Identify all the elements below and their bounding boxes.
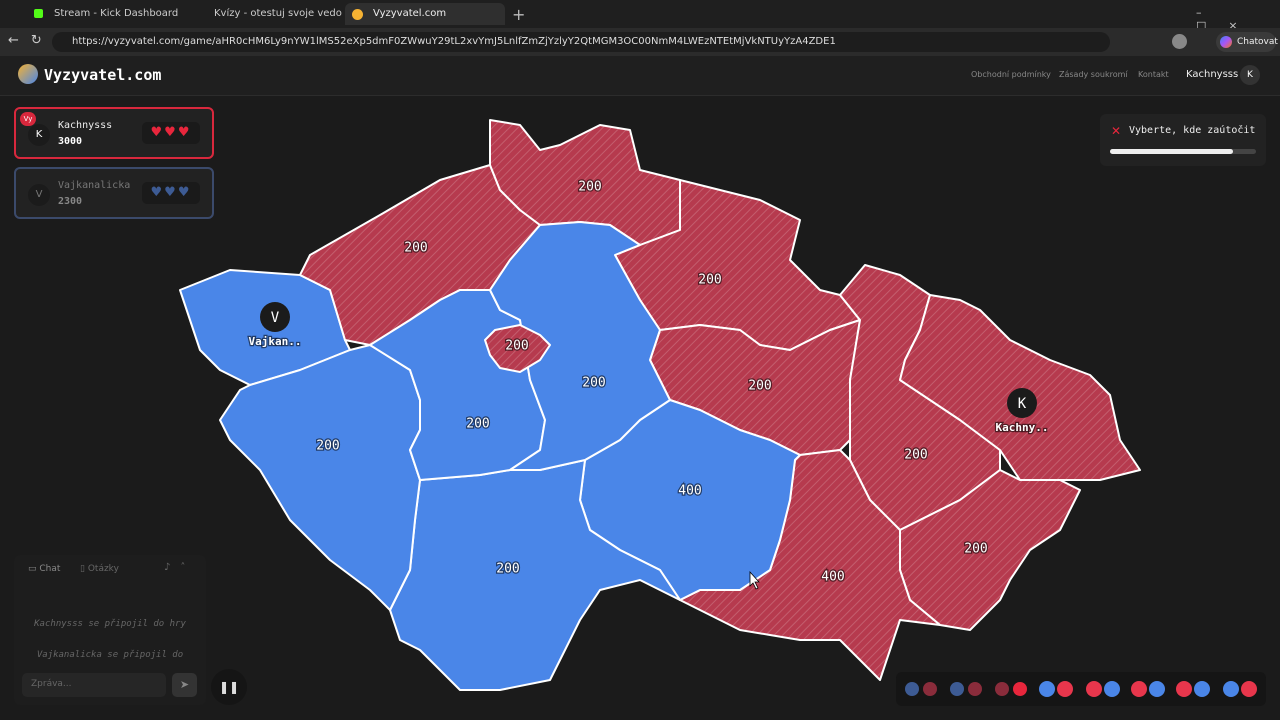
site-header	[0, 56, 1280, 96]
region-value: 200	[964, 542, 987, 557]
chat-button[interactable]: Chatovat	[1216, 32, 1278, 52]
region-value: 200	[582, 376, 605, 391]
address-bar[interactable]: https://vyzyvatel.com/game/aHR0cHM6Ly9nY…	[52, 32, 1110, 52]
user-avatar[interactable]: K	[1240, 65, 1260, 85]
player-score: 2300	[58, 196, 83, 207]
prompt-icon: ✕	[1111, 124, 1122, 138]
round-indicators	[896, 672, 1266, 706]
region-value: 200	[748, 379, 771, 394]
map-region[interactable]	[839, 264, 1001, 531]
base-avatar	[1007, 388, 1037, 418]
browser-tab[interactable]: Kvízy - otestuj svoje vedomosti! -	[214, 8, 342, 19]
chat-message: Kachnysss se připojil do hry	[34, 619, 186, 629]
player-name: Vajkanalicka	[58, 180, 131, 191]
region-value: 200	[698, 273, 721, 288]
round-panel	[896, 672, 1266, 706]
region-value: 200	[316, 439, 339, 454]
chat-input[interactable]	[22, 673, 166, 697]
chat-tab-label[interactable]: Chat	[39, 564, 61, 574]
region-value: 200	[466, 417, 489, 432]
region-value: 200	[496, 562, 519, 577]
chat-placeholder[interactable]: Zpráva...	[31, 679, 72, 689]
map-region[interactable]	[899, 294, 1141, 481]
base-label: Kachny..	[996, 421, 1049, 434]
chat-tab[interactable]: ▯ Otázky	[80, 564, 119, 574]
map-region[interactable]	[219, 344, 421, 611]
region-value: 200	[578, 180, 601, 195]
pause-button[interactable]: ❚❚	[211, 669, 247, 705]
tab-icon	[34, 9, 43, 18]
send-button[interactable]: ➤	[172, 673, 197, 697]
map-regions	[179, 119, 1141, 691]
username[interactable]: Kachnysss	[1186, 69, 1239, 80]
you-badge: Vy	[20, 112, 36, 126]
logo[interactable]: Vyzyvatel.com	[44, 66, 162, 84]
new-tab[interactable]: +	[512, 5, 526, 24]
prompt-text: Vyberte, kde zaútočit	[1129, 125, 1256, 136]
base-label: Vajkan..	[249, 335, 302, 348]
tab-icon	[352, 9, 363, 20]
map-region[interactable]	[484, 324, 551, 373]
nav-buttons[interactable]: ←↻	[8, 33, 54, 48]
copilot-icon	[1220, 36, 1232, 48]
map-labels: V Vajkan.. 200 200 200 200 200 K Kachny.. 200 400 4…	[247, 178, 1049, 586]
region-value: 400	[821, 570, 844, 585]
prompt-panel	[1100, 114, 1266, 166]
region-value: 200	[404, 241, 427, 256]
nav-link[interactable]: Zásady soukromí	[1059, 70, 1128, 79]
cursor	[749, 570, 760, 590]
browser-tab[interactable]: Vyzyvatel.com	[345, 3, 505, 25]
chat-message: Vajkanalicka se připojil do	[36, 650, 184, 660]
browser-tab[interactable]: Stream - Kick Dashboard	[54, 8, 179, 19]
region-value: 200	[505, 339, 528, 354]
map-region[interactable]	[489, 221, 671, 471]
round-dots	[905, 681, 1257, 697]
logo-icon	[18, 64, 38, 84]
chat-tab-label[interactable]: Otázky	[87, 564, 119, 574]
region-value: 200	[904, 448, 927, 463]
base-initial: V	[271, 310, 280, 326]
nav-link[interactable]: Obchodní podmínky	[971, 70, 1051, 79]
tab-bar	[0, 0, 1280, 28]
player-score: 3000	[58, 136, 83, 147]
region-value: 400	[678, 484, 701, 499]
timer-bar	[1110, 149, 1233, 154]
player-avatar: V	[28, 184, 50, 206]
base-initial: K	[1018, 396, 1027, 412]
nav-link[interactable]: Kontakt	[1138, 70, 1169, 79]
lives: ♥♥♥	[142, 182, 200, 204]
player-avatar: K	[28, 124, 50, 146]
lives: ♥♥♥	[142, 122, 200, 144]
chat-controls[interactable]: ♪˄	[164, 562, 196, 573]
base-avatar	[260, 302, 290, 332]
player-name: Kachnysss	[58, 120, 113, 131]
profile-icon[interactable]	[1172, 34, 1187, 49]
chat-tab[interactable]: ▭ Chat	[28, 564, 61, 574]
